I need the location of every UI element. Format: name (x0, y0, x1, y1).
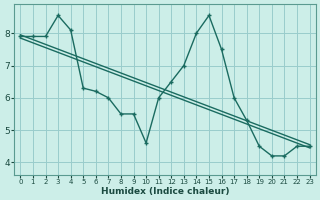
X-axis label: Humidex (Indice chaleur): Humidex (Indice chaleur) (101, 187, 229, 196)
